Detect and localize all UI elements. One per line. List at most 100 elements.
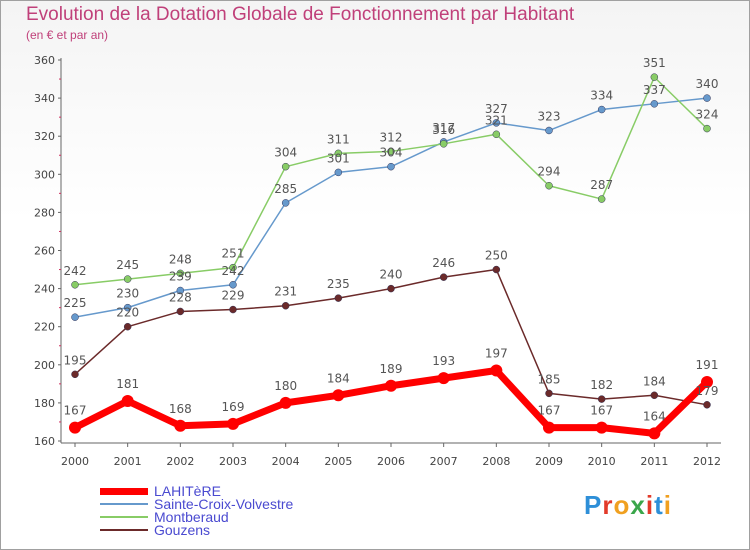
point-s1-2008 xyxy=(492,119,501,127)
x-tick-label-2005: 2005 xyxy=(324,455,352,468)
data-label-s2-2010: 287 xyxy=(590,178,613,192)
data-label-s3-2005: 235 xyxy=(327,277,350,291)
point-s2-2007 xyxy=(439,140,448,148)
point-s0-2001 xyxy=(121,394,134,407)
data-label-s0-2006: 189 xyxy=(380,362,403,376)
data-label-s2-2006: 312 xyxy=(380,130,403,144)
point-s1-2000 xyxy=(71,313,79,321)
data-label-s0-2011: 164 xyxy=(643,409,666,423)
data-label-s2-2000: 242 xyxy=(64,264,87,278)
data-label-s3-2009: 185 xyxy=(538,372,561,386)
data-label-s3-2002: 228 xyxy=(169,290,192,304)
data-label-s1-2007: 317 xyxy=(432,121,455,135)
data-label-s0-2008: 197 xyxy=(485,347,508,361)
data-label-s0-2000: 167 xyxy=(64,404,87,418)
data-label-s2-2007: 316 xyxy=(432,123,455,137)
data-label-s2-2011: 351 xyxy=(643,56,666,70)
data-label-s1-2004: 285 xyxy=(274,182,297,196)
y-tick-label-180: 180 xyxy=(34,397,55,410)
point-s0-2010 xyxy=(595,421,608,434)
data-label-s1-2008: 327 xyxy=(485,102,508,116)
data-label-s0-2012: 191 xyxy=(696,358,719,372)
y-tick-label-240: 240 xyxy=(34,283,55,296)
point-s0-2000 xyxy=(69,421,81,434)
data-label-s1-2012: 340 xyxy=(696,77,719,91)
legend-item-1: Sainte-Croix-Volvestre xyxy=(100,497,293,511)
point-s3-2005 xyxy=(334,294,343,302)
y-tick-label-360: 360 xyxy=(34,54,55,67)
point-s3-2007 xyxy=(439,273,448,281)
y-tick-label-160: 160 xyxy=(34,435,55,448)
chart-subtitle: (en € et par an) xyxy=(26,28,109,42)
point-s1-2001 xyxy=(123,303,132,312)
data-label-s3-2004: 231 xyxy=(274,285,297,299)
x-tick-label-2012: 2012 xyxy=(693,455,721,468)
point-s0-2012 xyxy=(701,375,713,388)
logo-letter: P xyxy=(584,490,603,520)
data-label-s2-2009: 294 xyxy=(538,165,561,179)
legend-swatch-3 xyxy=(100,529,148,531)
logo-letter: i xyxy=(645,490,655,520)
point-s0-2004 xyxy=(279,396,292,409)
point-s1-2006 xyxy=(387,162,395,171)
data-label-s1-2005: 301 xyxy=(327,151,350,165)
y-tick-label-260: 260 xyxy=(34,245,55,258)
legend-label-3: Gouzens xyxy=(154,522,211,538)
data-label-s1-2002: 239 xyxy=(169,270,192,284)
point-s2-2006 xyxy=(387,147,395,156)
data-label-s0-2007: 193 xyxy=(432,354,455,368)
data-label-s2-2012: 324 xyxy=(696,108,719,122)
point-s1-2003 xyxy=(229,281,237,289)
data-label-s1-2003: 242 xyxy=(222,264,245,278)
data-label-s0-2010: 167 xyxy=(590,404,613,418)
x-tick-label-2000: 2000 xyxy=(61,455,89,468)
point-s1-2010 xyxy=(597,105,606,114)
legend-item-2: Montberaud xyxy=(100,510,229,524)
point-s3-2006 xyxy=(387,284,395,293)
legend-swatch-0 xyxy=(100,487,148,495)
data-label-s2-2001: 245 xyxy=(116,258,139,272)
data-label-s1-2009: 323 xyxy=(538,109,561,123)
x-tick-label-2011: 2011 xyxy=(640,455,668,468)
legend-label-1: Sainte-Croix-Volvestre xyxy=(154,496,294,512)
x-tick-label-2006: 2006 xyxy=(377,455,405,468)
point-s3-2003 xyxy=(229,305,237,314)
point-s0-2005 xyxy=(332,389,345,402)
logo-letter: t xyxy=(654,490,664,520)
point-s2-2004 xyxy=(281,162,290,171)
y-tick-label-200: 200 xyxy=(34,359,55,372)
chart-title: Evolution de la Dotation Globale de Fonc… xyxy=(26,4,575,25)
y-tick-label-300: 300 xyxy=(34,168,55,181)
data-label-s3-2008: 250 xyxy=(485,249,508,263)
point-s3-2012 xyxy=(703,401,711,409)
data-label-s3-2003: 229 xyxy=(222,289,245,303)
data-label-s0-2002: 168 xyxy=(169,402,192,416)
logo-letter: o xyxy=(613,490,631,520)
legend-label-2: Montberaud xyxy=(154,509,229,525)
data-label-s1-2010: 334 xyxy=(590,89,613,103)
point-s0-2006 xyxy=(385,379,397,392)
data-label-s0-2009: 167 xyxy=(538,404,561,418)
x-tick-label-2007: 2007 xyxy=(430,455,458,468)
point-s3-2010 xyxy=(597,395,606,403)
data-label-s3-2010: 182 xyxy=(590,378,613,392)
data-label-s1-2001: 230 xyxy=(116,287,139,301)
x-tick-label-2001: 2001 xyxy=(114,455,142,468)
point-s0-2011 xyxy=(648,427,661,440)
data-label-s0-2001: 181 xyxy=(116,377,139,391)
x-tick-label-2002: 2002 xyxy=(166,455,194,468)
data-label-s2-2008: 321 xyxy=(485,113,508,127)
point-s2-2002 xyxy=(176,269,185,278)
point-s3-2009 xyxy=(545,389,553,398)
logo-letter: x xyxy=(630,490,646,520)
point-s1-2002 xyxy=(176,286,185,295)
legend-label-0: LAHITèRE xyxy=(154,483,221,499)
point-s3-2011 xyxy=(650,391,659,400)
point-s0-2007 xyxy=(437,372,450,385)
point-s1-2012 xyxy=(703,94,711,102)
point-s2-2009 xyxy=(545,181,553,190)
y-tick-label-320: 320 xyxy=(34,130,55,143)
point-s2-2012 xyxy=(703,124,711,133)
data-label-s3-2012: 179 xyxy=(696,384,719,398)
